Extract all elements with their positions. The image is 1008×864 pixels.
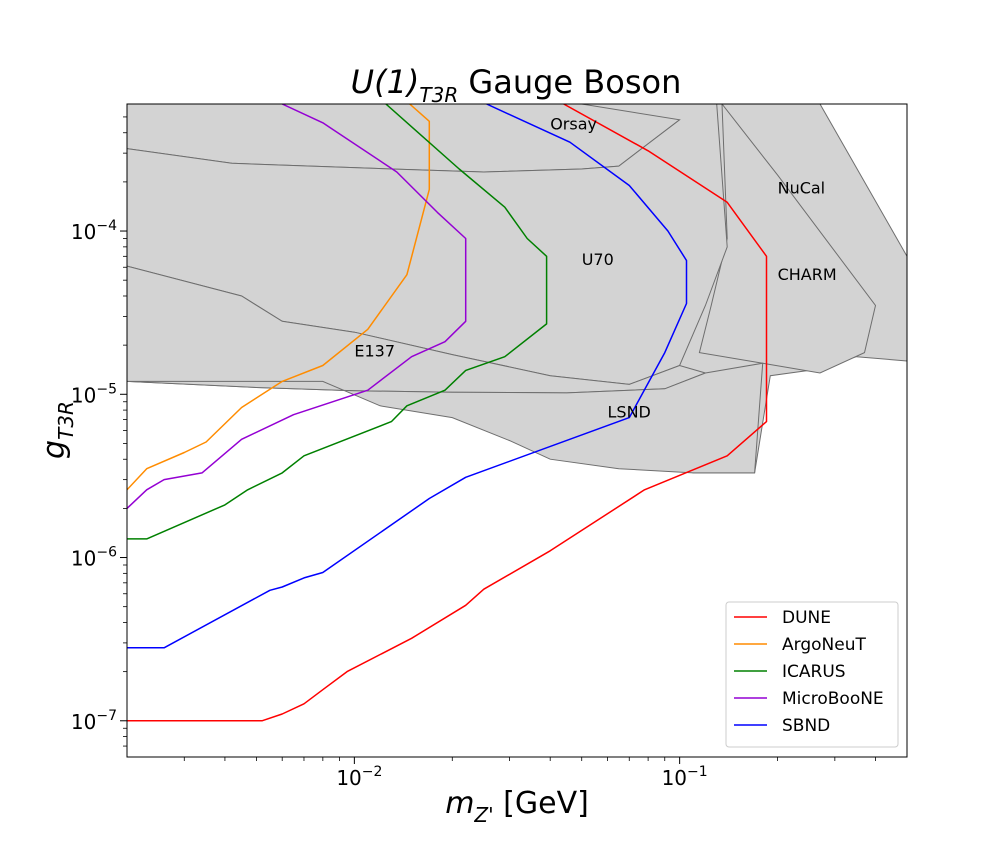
y-label-symbol: g bbox=[37, 440, 72, 459]
series-lines bbox=[127, 104, 768, 722]
y-tick-label: 10−4 bbox=[71, 218, 117, 244]
legend-label-microboone: MicroBooNE bbox=[782, 689, 884, 709]
legend-label-icarus: ICARUS bbox=[782, 662, 846, 682]
region-label-lsnd: LSND bbox=[608, 403, 651, 422]
legend-label-dune: DUNE bbox=[782, 608, 831, 628]
series-line-argoneut bbox=[127, 104, 431, 491]
chart-title: U(1)T3R Gauge Boson bbox=[351, 63, 682, 107]
region-label-charm: CHARM bbox=[778, 265, 837, 284]
x-label-unit: [GeV] bbox=[494, 786, 589, 821]
region-labels: NuCal CHARM Orsay U70 E137 LSND bbox=[354, 114, 836, 421]
axes: 10−2 10−1 10−7 10−6 10−5 10−4 bbox=[71, 116, 876, 790]
region-lsnd bbox=[127, 362, 764, 474]
y-tick-label: 10−5 bbox=[71, 381, 117, 407]
region-label-orsay: Orsay bbox=[550, 114, 597, 133]
series-line-sbnd bbox=[127, 104, 688, 649]
title-prefix: U(1) bbox=[351, 63, 420, 101]
y-tick-label: 10−6 bbox=[71, 545, 117, 571]
legend-box bbox=[725, 601, 899, 748]
x-axis-label: mZ' [GeV] bbox=[445, 786, 589, 827]
series-line-dune bbox=[127, 104, 768, 722]
region-label-e137: E137 bbox=[354, 342, 395, 361]
legend: DUNE ArgoNeuT ICARUS MicroBooNE SBND bbox=[725, 601, 899, 748]
region-label-nucal: NuCal bbox=[778, 178, 826, 197]
y-label-subscript: T3R bbox=[54, 401, 78, 440]
y-axis-label: gT3R bbox=[37, 401, 78, 459]
title-subscript: T3R bbox=[419, 83, 458, 107]
series-line-icarus bbox=[127, 104, 548, 540]
region-charm bbox=[698, 104, 877, 374]
legend-label-sbnd: SBND bbox=[782, 716, 830, 736]
y-tick-label: 10−7 bbox=[71, 708, 117, 734]
region-label-u70: U70 bbox=[582, 250, 614, 269]
series-line-microboone bbox=[127, 104, 467, 509]
legend-label-argoneut: ArgoNeuT bbox=[782, 635, 866, 655]
excluded-regions bbox=[127, 104, 907, 474]
x-label-subscript: Z' bbox=[473, 803, 493, 827]
x-tick-label: 10−2 bbox=[336, 764, 382, 790]
x-tick-label: 10−1 bbox=[662, 764, 708, 790]
x-label-symbol: m bbox=[445, 786, 474, 821]
title-suffix: Gauge Boson bbox=[458, 63, 681, 101]
